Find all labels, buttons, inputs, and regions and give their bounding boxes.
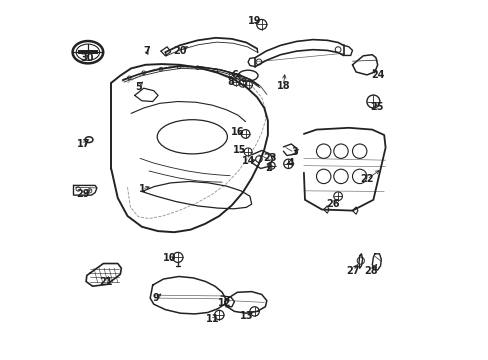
- Text: 2: 2: [265, 163, 272, 174]
- Text: 20: 20: [173, 46, 187, 56]
- Text: 9: 9: [153, 293, 160, 303]
- Text: 21: 21: [99, 276, 112, 287]
- Bar: [78, 50, 98, 54]
- Text: 19: 19: [247, 16, 261, 26]
- Text: 8: 8: [227, 77, 234, 87]
- Text: 3: 3: [291, 147, 298, 157]
- Text: 4: 4: [286, 158, 293, 168]
- Text: 17: 17: [76, 139, 90, 149]
- Text: 13: 13: [239, 311, 252, 321]
- Text: 18: 18: [276, 81, 289, 91]
- Text: 5: 5: [135, 82, 142, 92]
- Text: 25: 25: [369, 102, 383, 112]
- Text: 22: 22: [360, 174, 373, 184]
- Text: 14: 14: [242, 156, 255, 166]
- Text: 29: 29: [76, 189, 90, 199]
- Text: 10: 10: [163, 253, 176, 264]
- Text: 6: 6: [230, 69, 237, 80]
- Text: 27: 27: [346, 266, 359, 276]
- Text: 23: 23: [263, 153, 277, 163]
- Text: 16: 16: [230, 127, 244, 138]
- Text: 1: 1: [138, 184, 145, 194]
- Text: 15: 15: [233, 145, 246, 155]
- Text: 12: 12: [218, 298, 231, 308]
- Text: 28: 28: [364, 266, 377, 276]
- Text: 24: 24: [370, 69, 384, 80]
- Text: 11: 11: [205, 314, 219, 324]
- Text: 26: 26: [325, 199, 339, 210]
- Text: 30: 30: [80, 53, 93, 63]
- Text: 7: 7: [143, 46, 150, 56]
